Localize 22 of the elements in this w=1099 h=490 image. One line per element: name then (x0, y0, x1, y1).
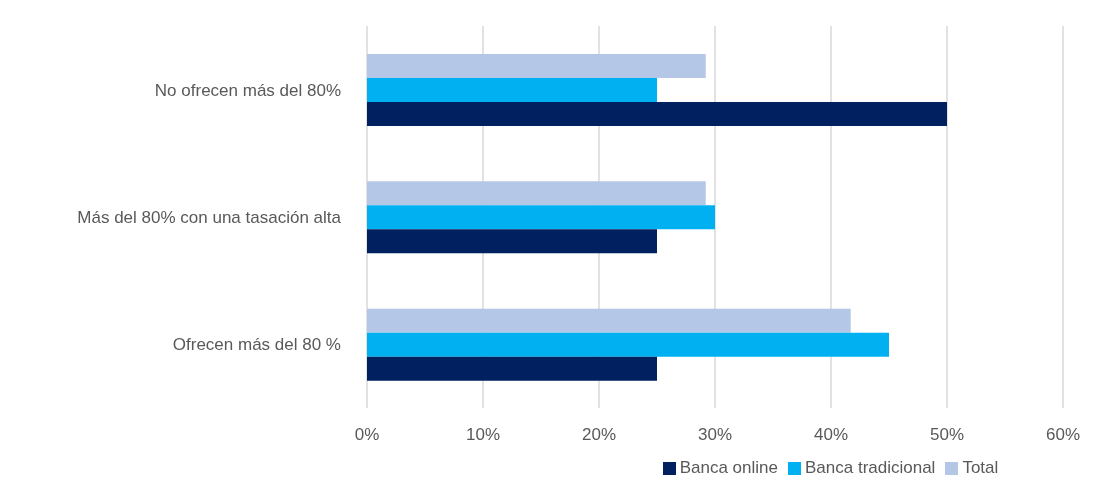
y-tick-label: Ofrecen más del 80 % (172, 335, 341, 355)
bar (367, 356, 657, 381)
bar (367, 205, 715, 230)
x-tick-label: 50% (929, 425, 965, 445)
y-tick-label: No ofrecen más del 80% (154, 80, 341, 100)
y-tick-label: Más del 80% con una tasación alta (77, 208, 342, 228)
x-tick-label: 30% (697, 425, 733, 445)
x-tick-label: 10% (465, 425, 501, 445)
x-tick-label: 60% (1045, 425, 1081, 445)
bar (367, 332, 889, 357)
x-tick-label: 40% (813, 425, 849, 445)
bar (367, 229, 657, 254)
bar (367, 181, 706, 206)
x-tick-label: 0% (354, 425, 380, 445)
bar (367, 54, 706, 79)
bar (367, 308, 851, 333)
legend-label: Total (962, 458, 999, 477)
bar (367, 102, 947, 127)
legend-label: Banca tradicional (804, 458, 936, 477)
legend-label: Banca online (679, 458, 778, 477)
bar (367, 78, 657, 103)
x-tick-label: 20% (581, 425, 617, 445)
